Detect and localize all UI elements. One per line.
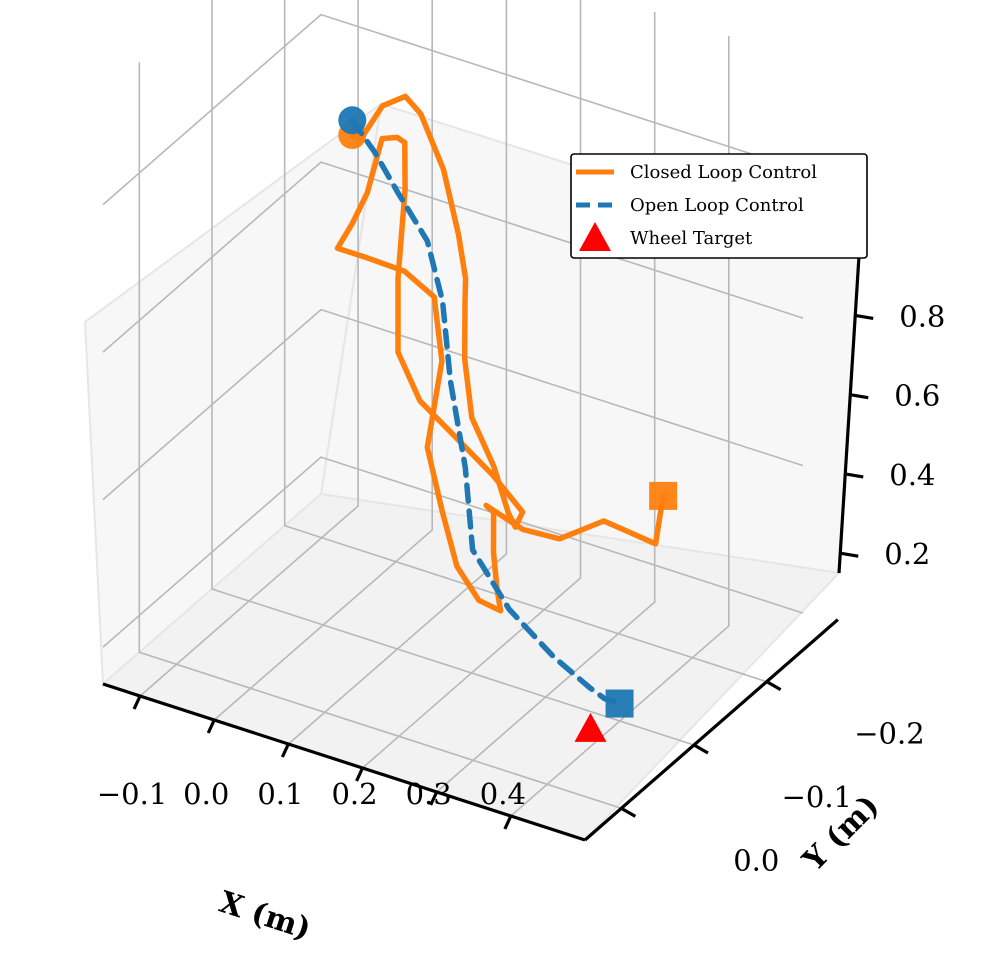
z-tick-label-3: 0.8 — [899, 299, 945, 333]
series-layer — [334, 93, 678, 742]
legend-label-2: Wheel Target — [630, 228, 753, 249]
x-tick-mark-0 — [132, 695, 142, 710]
x-tick-label-3: 0.2 — [331, 777, 377, 811]
z-tick-label-1: 0.4 — [889, 458, 935, 492]
z-tick-label-2: 0.6 — [894, 379, 940, 413]
x-tick-label-0: −0.1 — [97, 777, 167, 811]
x-tick-mark-1 — [206, 719, 216, 734]
z-axis-line — [837, 255, 861, 574]
y-grid-line-1 — [211, 0, 695, 746]
x-tick-mark-2 — [280, 743, 290, 758]
x-tick-label-5: 0.4 — [480, 777, 526, 811]
y-tick-mark-1 — [693, 743, 709, 755]
x-grid-line-2 — [287, 0, 508, 745]
z-grid-line-1 — [102, 308, 804, 501]
legend-box — [570, 153, 868, 259]
axis-lines — [102, 255, 874, 842]
wheel-target-marker — [574, 712, 607, 742]
z-tick-mark-3 — [854, 313, 874, 321]
y-tick-label-1: −0.1 — [782, 780, 852, 814]
y-tick-label-2: 0.0 — [733, 843, 779, 877]
series-line-1 — [349, 117, 623, 707]
z-tick-mark-0 — [839, 551, 859, 558]
y-tick-label-0: −0.2 — [854, 717, 924, 751]
z-grid-line-2 — [102, 161, 804, 353]
series-line-0 — [334, 93, 666, 614]
x-tick-label-1: 0.0 — [183, 777, 229, 811]
y-grid-line-0 — [283, 0, 767, 683]
legend-label-0: Closed Loop Control — [630, 162, 817, 183]
z-grid-line-0 — [102, 456, 804, 648]
tick-labels: −0.1 0.0 0.1 0.2 0.3 0.4−0.2−0.10.00.20.40.60… — [97, 299, 946, 877]
series-2 — [574, 712, 607, 742]
z-grid-line-3 — [102, 13, 804, 206]
z-tick-mark-2 — [849, 393, 869, 400]
legend-label-1: Open Loop Control — [630, 195, 804, 216]
series-1 — [338, 106, 634, 718]
z-tick-label-0: 0.2 — [884, 537, 930, 571]
z-tick-mark-1 — [844, 472, 864, 479]
x-tick-label-2: 0.1 — [257, 777, 303, 811]
x-axis-line — [102, 682, 586, 842]
x-axis-label: X (m) — [215, 885, 315, 947]
series-0-end-marker — [649, 481, 678, 510]
y-tick-mark-0 — [765, 680, 782, 692]
y-grid-line-2 — [138, 62, 622, 810]
legend-marker-2 — [579, 222, 611, 251]
series-1-start-marker — [338, 106, 367, 135]
y-tick-mark-2 — [620, 806, 637, 818]
x-tick-mark-3 — [355, 767, 364, 782]
x-tick-mark-4 — [429, 791, 439, 806]
series-1-end-marker — [605, 689, 634, 718]
legend[interactable]: Closed Loop Control Open Loop Control Whee… — [570, 153, 868, 259]
x-tick-mark-5 — [503, 815, 513, 830]
x-tick-label-4: 0.3 — [406, 777, 452, 811]
y-axis-line — [583, 618, 839, 842]
